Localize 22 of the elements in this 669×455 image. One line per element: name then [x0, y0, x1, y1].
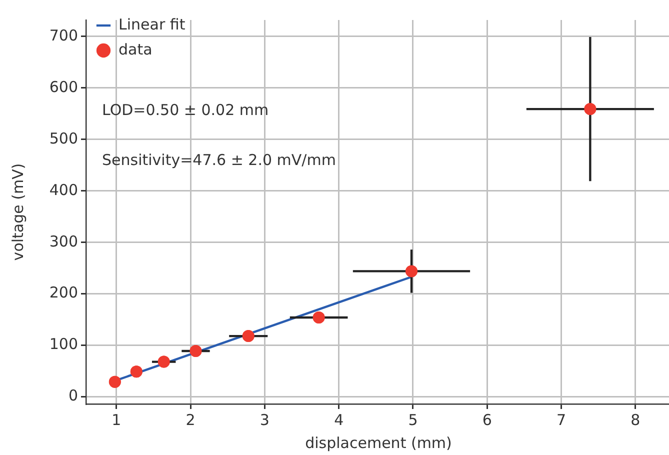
- annotation: Sensitivity=47.6 ± 2.0 mV/mm: [102, 150, 336, 169]
- y-tick-label: 0: [68, 386, 78, 405]
- legend-label: data: [118, 40, 152, 58]
- y-tick-label: 600: [49, 78, 78, 96]
- y-tick-label: 300: [49, 232, 78, 250]
- x-axis-title: displacement (mm): [305, 434, 452, 452]
- x-tick-label: 7: [556, 410, 566, 429]
- x-tick-label: 3: [260, 410, 270, 429]
- x-tick-label: 1: [112, 410, 122, 429]
- annotation: LOD=0.50 ± 0.02 mm: [102, 100, 269, 119]
- x-tick-label: 4: [334, 410, 344, 429]
- x-tick-label: 5: [408, 410, 418, 429]
- y-tick-label: 200: [49, 284, 78, 302]
- y-axis-title: voltage (mV): [8, 163, 27, 261]
- y-tick-label: 100: [49, 335, 78, 354]
- y-tick-label: 700: [49, 26, 78, 44]
- legend-label: Linear fit: [118, 15, 186, 34]
- y-tick-label: 400: [49, 180, 78, 199]
- y-tick-label: 500: [49, 129, 78, 148]
- x-tick-label: 2: [186, 410, 196, 429]
- x-tick-label: 8: [630, 410, 640, 429]
- x-tick-label: 6: [482, 410, 492, 429]
